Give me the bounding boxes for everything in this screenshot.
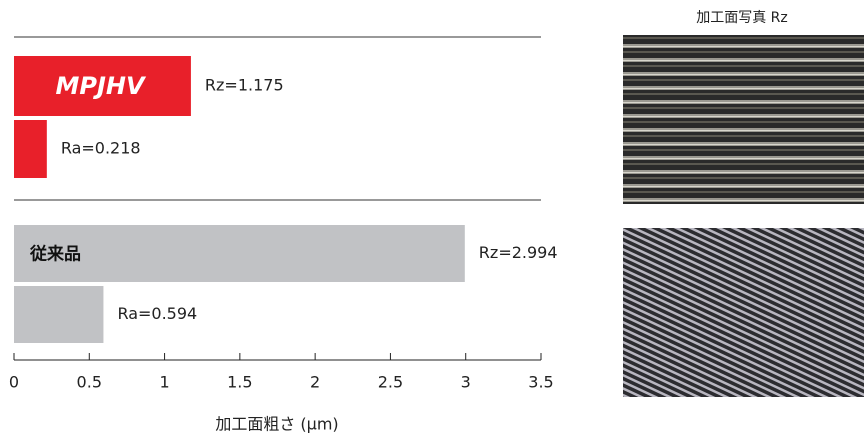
x-tick-label: 2.5 (378, 373, 403, 392)
x-tick-label: 3 (461, 373, 471, 392)
bar (14, 120, 47, 178)
surface-photo (623, 228, 864, 397)
x-tick-label: 1 (159, 373, 169, 392)
x-tick-label: 2 (310, 373, 320, 392)
series-label: MPJHV (55, 72, 146, 100)
bar (14, 286, 104, 343)
x-axis-label: 加工面粗さ (μm) (215, 415, 338, 434)
value-label: Ra=0.594 (117, 304, 197, 323)
x-tick-label: 0 (9, 373, 19, 392)
x-tick-label: 0.5 (77, 373, 102, 392)
value-label: Ra=0.218 (61, 139, 141, 158)
value-label: Rz=2.994 (479, 243, 558, 262)
bar (14, 225, 465, 282)
bar (14, 56, 191, 116)
x-tick-label: 1.5 (227, 373, 252, 392)
surface-photo (623, 35, 864, 204)
series-label: 従来品 (29, 244, 81, 265)
value-label: Rz=1.175 (205, 76, 284, 95)
photo-title: 加工面写真 Rz (696, 10, 788, 26)
x-tick-label: 3.5 (528, 373, 553, 392)
